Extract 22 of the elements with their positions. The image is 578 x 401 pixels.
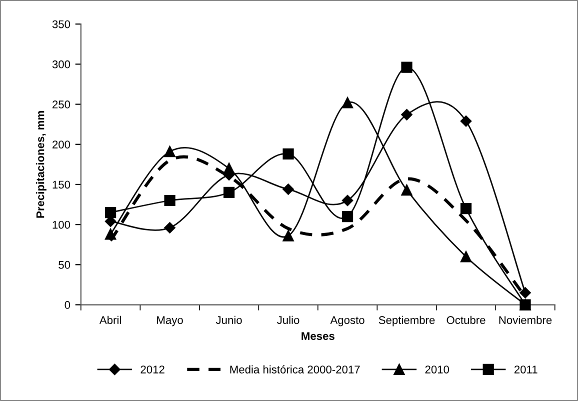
y-tick-label: 0 xyxy=(64,301,70,309)
x-tick-label: Junio xyxy=(216,316,242,324)
y-tick-label: 150 xyxy=(52,180,70,189)
legend-label: 2012 xyxy=(140,366,164,374)
y-tick-label: 350 xyxy=(52,20,70,28)
x-tick-label: Octubre xyxy=(446,316,486,324)
x-tick-label: Abril xyxy=(99,316,121,324)
y-axis-title: Precipitaciones, mm xyxy=(36,111,46,218)
x-tick-label: Septiembre xyxy=(378,316,435,326)
y-tick-label: 50 xyxy=(58,260,70,269)
y-tick-label: 300 xyxy=(52,60,70,68)
x-tick-label: Agosto xyxy=(330,316,364,326)
x-tick-label: Mayo xyxy=(157,316,183,326)
y-tick-label: 250 xyxy=(52,100,70,108)
legend-label: Media histórica 2000-2017 xyxy=(230,365,360,374)
x-tick-label: Julio xyxy=(277,316,300,324)
x-axis-title: Meses xyxy=(302,332,334,340)
y-tick-label: 200 xyxy=(52,140,70,148)
legend-label: 2010 xyxy=(425,366,450,374)
y-tick-label: 100 xyxy=(52,220,70,229)
x-tick-label: Noviembre xyxy=(499,316,552,324)
legend-label: 2011 xyxy=(514,366,538,374)
